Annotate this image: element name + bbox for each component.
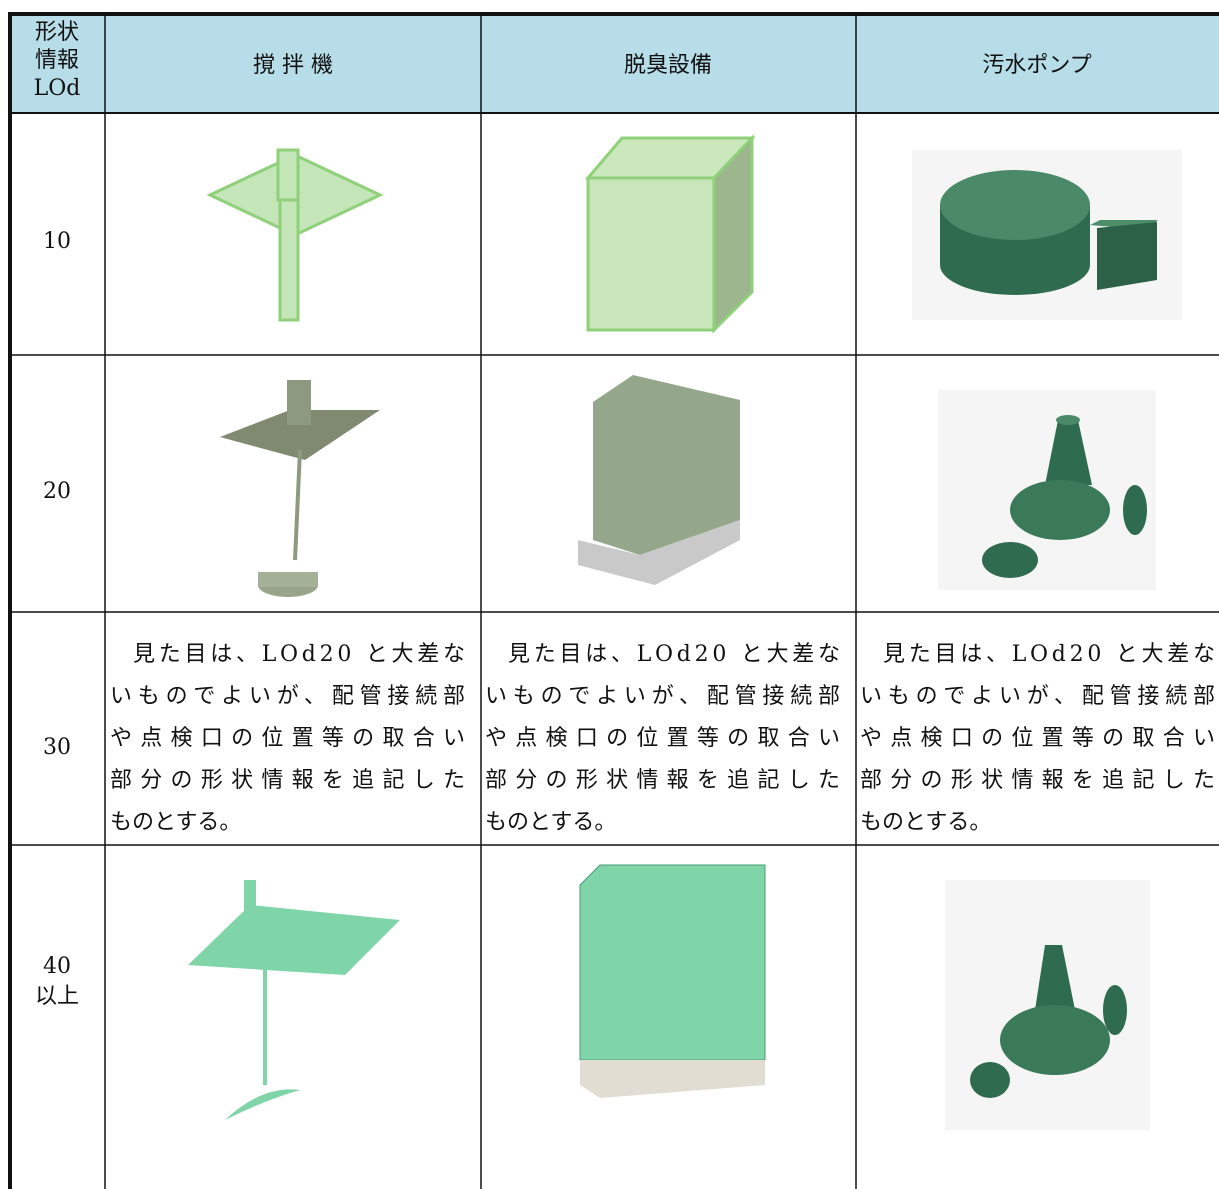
row-label: 40 bbox=[43, 954, 71, 979]
cell-text: いものでよいが、配管接続部 bbox=[860, 684, 1215, 709]
corner-label: LOd bbox=[34, 76, 81, 101]
cell-text: ものとする。 bbox=[485, 810, 616, 835]
mixer-lod20 bbox=[220, 380, 380, 597]
cell-text: いものでよいが、配管接続部 bbox=[110, 684, 465, 709]
cell-text: いものでよいが、配管接続部 bbox=[485, 684, 840, 709]
cell-text: 部分の形状情報を追記した bbox=[860, 768, 1215, 793]
cell-text: や点検口の位置等の取合い bbox=[860, 726, 1215, 751]
cell-text: や点検口の位置等の取合い bbox=[110, 726, 465, 751]
cell-text: 見た目は、LOd20 と大差な bbox=[133, 642, 465, 667]
header-bg bbox=[10, 14, 1219, 113]
deodorizer-lod10 bbox=[584, 134, 756, 334]
cell-text: 見た目は、LOd20 と大差な bbox=[508, 642, 840, 667]
corner-label: 形状 bbox=[35, 20, 79, 45]
cell-text: ものとする。 bbox=[860, 810, 991, 835]
mixer-lod40 bbox=[188, 880, 400, 1120]
column-header: 汚水ポンプ bbox=[982, 53, 1091, 78]
pump-lod10 bbox=[912, 150, 1182, 320]
pump-lod40 bbox=[945, 880, 1150, 1130]
row-label: 以上 bbox=[35, 984, 79, 1009]
cell-text: ものとする。 bbox=[110, 810, 241, 835]
row-label: 20 bbox=[43, 479, 71, 504]
grid bbox=[8, 12, 1219, 1189]
column-header: 撹 拌 機 bbox=[253, 53, 333, 78]
deodorizer-lod20 bbox=[578, 375, 740, 585]
row-label: 30 bbox=[43, 735, 71, 760]
cell-text: 部分の形状情報を追記した bbox=[485, 768, 840, 793]
pump-lod20 bbox=[938, 390, 1156, 590]
cell-text: や点検口の位置等の取合い bbox=[485, 726, 840, 751]
cell-text: 部分の形状情報を追記した bbox=[110, 768, 465, 793]
cell-text: 見た目は、LOd20 と大差な bbox=[883, 642, 1215, 667]
row-label: 10 bbox=[43, 229, 71, 254]
mixer-lod10 bbox=[206, 148, 384, 322]
deodorizer-lod40 bbox=[579, 864, 766, 1098]
corner-label: 情報 bbox=[35, 48, 79, 73]
column-header: 脱臭設備 bbox=[624, 53, 712, 78]
